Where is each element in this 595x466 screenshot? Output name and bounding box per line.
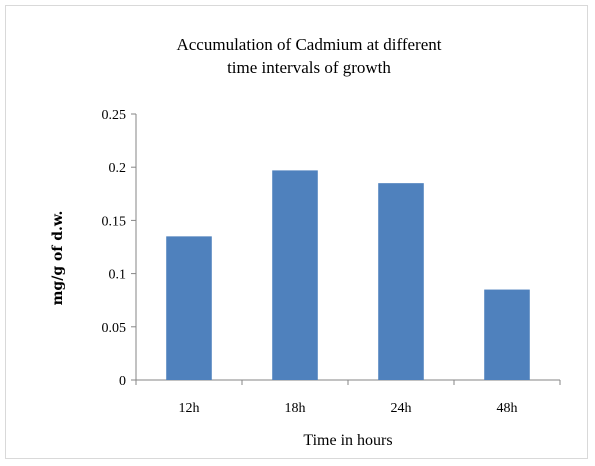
y-axis-label: mg/g of d.w.: [50, 211, 66, 306]
x-tick-label: 24h: [391, 401, 412, 416]
y-axis-ticks: 0 0.05 0.1 0.15 0.2 0.25: [102, 108, 136, 389]
x-axis-label: Time in hours: [303, 432, 392, 449]
bar-24h: [378, 183, 424, 380]
bars: [166, 170, 530, 380]
chart-title-line-1: Accumulation of Cadmium at different: [176, 35, 441, 54]
x-axis-ticks: 12h 18h 24h 48h: [135, 380, 561, 416]
y-tick-label: 0.05: [102, 321, 127, 336]
y-tick-label: 0: [119, 374, 126, 389]
y-tick-label: 0.2: [109, 161, 127, 176]
y-tick-label: 0.25: [102, 108, 127, 123]
chart-frame: [5, 5, 588, 459]
x-tick-label: 48h: [497, 401, 518, 416]
bar-18h: [272, 170, 318, 380]
x-tick-label: 12h: [179, 401, 200, 416]
y-tick-label: 0.15: [102, 214, 127, 229]
bar-48h: [484, 289, 530, 380]
bar-12h: [166, 236, 212, 380]
chart-title-line-2: time intervals of growth: [227, 58, 391, 77]
x-tick-label: 18h: [285, 401, 306, 416]
y-tick-label: 0.1: [109, 268, 127, 283]
